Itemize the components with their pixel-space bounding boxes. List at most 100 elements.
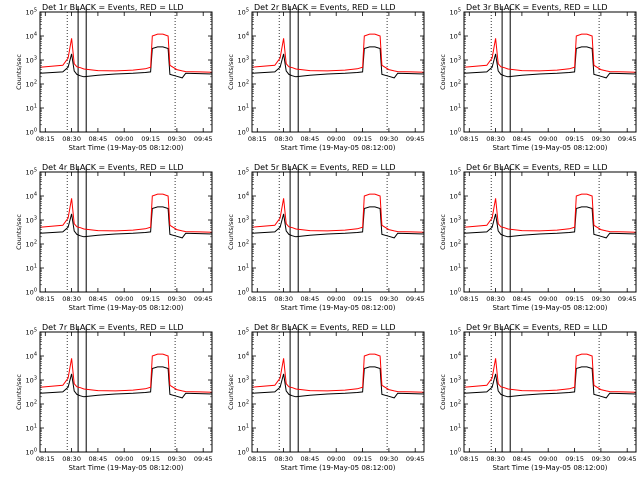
x-tick-label: 09:00 bbox=[115, 135, 134, 143]
y-tick-label: 105 bbox=[238, 8, 249, 17]
y-tick-label: 102 bbox=[26, 80, 37, 89]
y-axis-label: Counts/sec bbox=[439, 214, 447, 250]
x-axis-label: Start Time (19-May-05 08:12:00) bbox=[68, 464, 183, 472]
series-lld-line bbox=[463, 193, 637, 233]
y-axis-label: Counts/sec bbox=[15, 374, 23, 410]
y-tick-label: 105 bbox=[238, 168, 249, 177]
plot-frame bbox=[463, 331, 637, 453]
y-tick-label: 104 bbox=[450, 352, 461, 361]
y-tick-label: 100 bbox=[450, 448, 461, 457]
detector-panel: 100 101 102 103 104 105 08:15 08:30 08:45 09:00 09… bbox=[15, 163, 213, 312]
series-events-line bbox=[39, 206, 213, 239]
y-tick-label: 101 bbox=[26, 264, 37, 273]
x-tick-label: 08:30 bbox=[62, 455, 81, 463]
y-tick-label: 103 bbox=[238, 376, 249, 385]
detector-panel: 100 101 102 103 104 105 08:15 08:30 08:45 09:00 09… bbox=[227, 3, 425, 152]
x-tick-label: 08:30 bbox=[62, 295, 81, 303]
y-tick-label: 102 bbox=[238, 400, 249, 409]
x-tick-label: 09:30 bbox=[380, 295, 399, 303]
detector-panel: 100 101 102 103 104 105 08:15 08:30 08:45 09:00 09… bbox=[227, 323, 425, 472]
plot-frame bbox=[251, 171, 425, 293]
x-tick-label: 08:45 bbox=[513, 295, 532, 303]
x-tick-label: 09:45 bbox=[618, 455, 637, 463]
x-axis-label: Start Time (19-May-05 08:12:00) bbox=[280, 464, 395, 472]
y-axis-label: Counts/sec bbox=[439, 374, 447, 410]
y-tick-label: 103 bbox=[450, 56, 461, 65]
x-tick-label: 08:45 bbox=[301, 135, 320, 143]
x-axis-label: Start Time (19-May-05 08:12:00) bbox=[492, 464, 607, 472]
x-tick-label: 09:15 bbox=[141, 455, 160, 463]
panel-title: Det 8r BLACK = Events, RED = LLD bbox=[254, 323, 396, 332]
y-tick-label: 101 bbox=[450, 424, 461, 433]
x-tick-label: 09:00 bbox=[115, 455, 134, 463]
x-tick-label: 09:45 bbox=[406, 455, 425, 463]
y-tick-label: 100 bbox=[26, 288, 37, 297]
x-tick-label: 09:15 bbox=[565, 295, 584, 303]
x-tick-label: 09:00 bbox=[327, 295, 346, 303]
y-tick-label: 102 bbox=[26, 240, 37, 249]
detector-panel: 100 101 102 103 104 105 08:15 08:30 08:45 09:00 09… bbox=[439, 3, 637, 152]
y-tick-label: 101 bbox=[238, 264, 249, 273]
x-tick-label: 09:30 bbox=[592, 135, 611, 143]
series-lld-line bbox=[251, 353, 425, 393]
y-tick-label: 100 bbox=[26, 448, 37, 457]
y-tick-label: 102 bbox=[26, 400, 37, 409]
detector-panel: 100 101 102 103 104 105 08:15 08:30 08:45 09:00 09… bbox=[15, 323, 213, 472]
y-tick-label: 103 bbox=[26, 56, 37, 65]
x-tick-label: 09:30 bbox=[380, 455, 399, 463]
x-tick-label: 08:45 bbox=[89, 455, 108, 463]
x-tick-label: 08:30 bbox=[486, 455, 505, 463]
plot-frame bbox=[39, 331, 213, 453]
x-tick-label: 09:45 bbox=[618, 295, 637, 303]
y-axis-label: Counts/sec bbox=[227, 54, 235, 90]
x-tick-label: 09:15 bbox=[565, 455, 584, 463]
plot-frame bbox=[39, 11, 213, 133]
y-axis-label: Counts/sec bbox=[227, 374, 235, 410]
x-tick-label: 09:15 bbox=[141, 135, 160, 143]
detector-panel: 100 101 102 103 104 105 08:15 08:30 08:45 09:00 09… bbox=[439, 323, 637, 472]
series-events-line bbox=[39, 366, 213, 399]
series-lld-line bbox=[463, 33, 637, 73]
y-tick-label: 102 bbox=[450, 80, 461, 89]
y-tick-label: 104 bbox=[26, 32, 37, 41]
series-events-line bbox=[251, 366, 425, 399]
series-lld-line bbox=[39, 33, 213, 73]
detector-panel: 100 101 102 103 104 105 08:15 08:30 08:45 09:00 09… bbox=[227, 163, 425, 312]
y-tick-label: 100 bbox=[26, 128, 37, 137]
y-tick-label: 101 bbox=[450, 264, 461, 273]
x-tick-label: 09:15 bbox=[353, 295, 372, 303]
x-tick-label: 08:45 bbox=[513, 455, 532, 463]
series-events-line bbox=[251, 206, 425, 239]
x-tick-label: 09:30 bbox=[380, 135, 399, 143]
x-tick-label: 08:30 bbox=[486, 135, 505, 143]
x-tick-label: 08:15 bbox=[460, 135, 479, 143]
x-tick-label: 09:00 bbox=[539, 455, 558, 463]
x-tick-label: 08:30 bbox=[274, 295, 293, 303]
series-events-line bbox=[39, 46, 213, 79]
series-events-line bbox=[463, 366, 637, 399]
panel-title: Det 9r BLACK = Events, RED = LLD bbox=[466, 323, 608, 332]
x-tick-label: 08:45 bbox=[89, 295, 108, 303]
series-lld-line bbox=[251, 193, 425, 233]
x-tick-label: 09:45 bbox=[194, 455, 213, 463]
x-tick-label: 09:30 bbox=[168, 135, 187, 143]
x-tick-label: 08:45 bbox=[513, 135, 532, 143]
y-tick-label: 105 bbox=[450, 8, 461, 17]
y-tick-label: 103 bbox=[238, 56, 249, 65]
series-lld-line bbox=[39, 193, 213, 233]
y-tick-label: 100 bbox=[238, 288, 249, 297]
y-tick-label: 101 bbox=[26, 104, 37, 113]
y-tick-label: 102 bbox=[238, 240, 249, 249]
x-tick-label: 09:45 bbox=[406, 295, 425, 303]
panel-title: Det 2r BLACK = Events, RED = LLD bbox=[254, 3, 396, 12]
y-tick-label: 105 bbox=[450, 328, 461, 337]
y-tick-label: 103 bbox=[26, 376, 37, 385]
panel-title: Det 3r BLACK = Events, RED = LLD bbox=[466, 3, 608, 12]
y-tick-label: 103 bbox=[450, 376, 461, 385]
plot-frame bbox=[251, 331, 425, 453]
y-tick-label: 102 bbox=[238, 80, 249, 89]
x-tick-label: 08:15 bbox=[36, 295, 55, 303]
y-axis-label: Counts/sec bbox=[227, 214, 235, 250]
y-axis-label: Counts/sec bbox=[15, 54, 23, 90]
x-axis-label: Start Time (19-May-05 08:12:00) bbox=[280, 144, 395, 152]
